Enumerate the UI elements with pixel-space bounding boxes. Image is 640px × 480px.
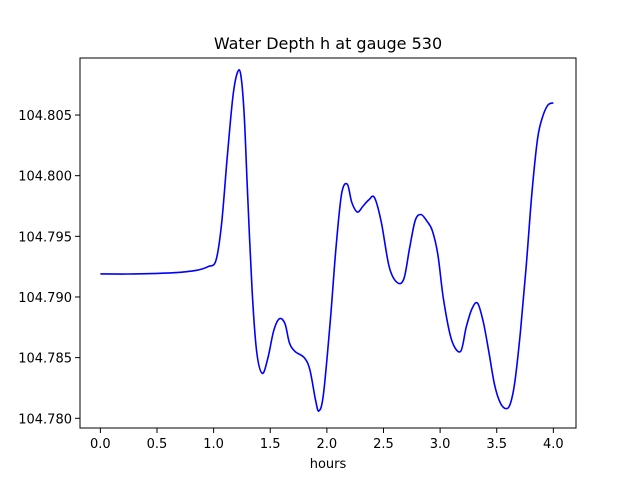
plot-area bbox=[100, 68, 554, 412]
x-tick-label: 0.5 bbox=[147, 437, 168, 452]
y-tick-label: 104.790 bbox=[18, 291, 72, 306]
x-tick-label: 2.5 bbox=[373, 437, 394, 452]
x-tick-label: 3.5 bbox=[486, 437, 507, 452]
series-line bbox=[100, 68, 554, 412]
y-tick-label: 104.780 bbox=[18, 412, 72, 427]
x-tick-label: 1.5 bbox=[260, 437, 281, 452]
x-tick-label: 2.0 bbox=[317, 437, 338, 452]
y-axis: 104.780 104.785 104.790 104.795 104.800 104.8… bbox=[18, 109, 80, 427]
x-tick-label: 4.0 bbox=[543, 437, 564, 452]
y-tick-label: 104.785 bbox=[18, 352, 72, 367]
x-tick-label: 3.0 bbox=[430, 437, 451, 452]
x-tick-label: 0.0 bbox=[90, 437, 111, 452]
x-tick-label: 1.0 bbox=[203, 437, 224, 452]
chart-title: Water Depth h at gauge 530 bbox=[214, 34, 442, 53]
y-tick-label: 104.795 bbox=[18, 230, 72, 245]
y-tick-label: 104.800 bbox=[18, 170, 72, 185]
x-axis-label: hours bbox=[310, 457, 347, 472]
y-tick-label: 104.805 bbox=[18, 109, 72, 124]
plot-frame bbox=[79, 57, 577, 429]
x-axis: 0.0 0.5 1.0 1.5 2.0 2.5 3.0 3.5 4.0 bbox=[90, 428, 564, 452]
